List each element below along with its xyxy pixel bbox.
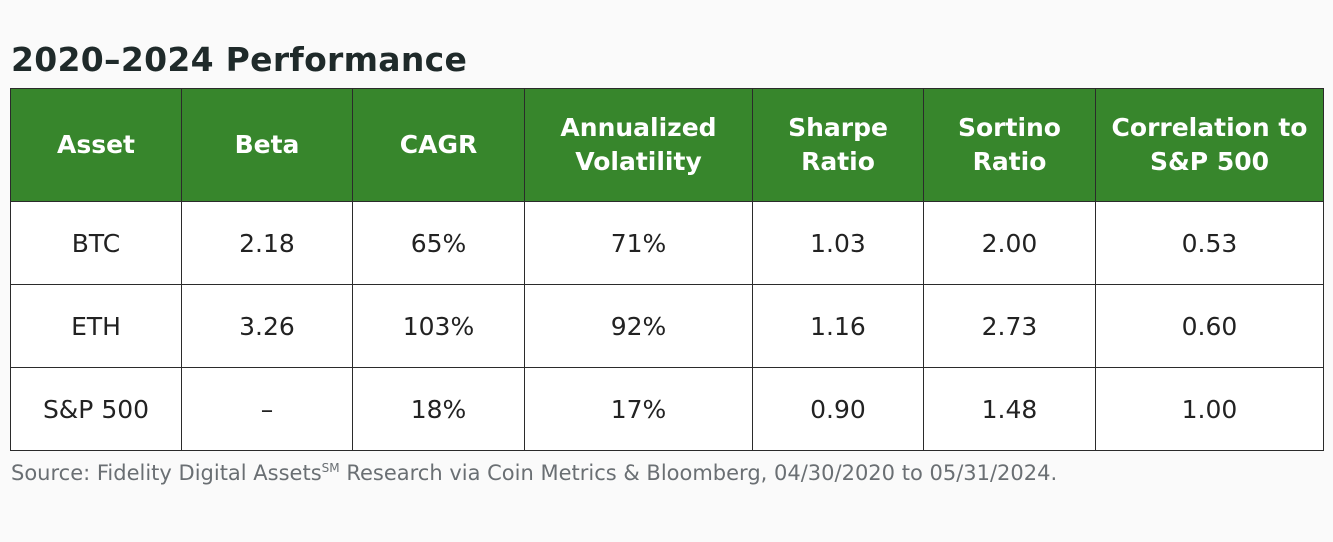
table-cell: 0.60 [1095,284,1324,368]
table-cell: BTC [10,201,182,285]
column-header: Sortino Ratio [923,88,1096,202]
table-cell: 3.26 [181,284,353,368]
table-title: 2020–2024 Performance [11,40,468,79]
column-header: Asset [10,88,182,202]
table-cell: ETH [10,284,182,368]
table-cell: 2.18 [181,201,353,285]
table-cell: 1.00 [1095,367,1324,451]
column-header: CAGR [352,88,525,202]
table-row: S&P 500–18% 17% 0.90 1.48 1.00 [10,367,1324,451]
column-header: Sharpe Ratio [752,88,924,202]
source-text: Source: Fidelity Digital Assets [11,461,322,485]
table-cell: 0.90 [752,367,924,451]
table-cell: 103% [352,284,525,368]
table-cell: 0.53 [1095,201,1324,285]
table-row: BTC 2.18 65% 71% 1.03 2.00 0.53 [10,201,1324,285]
table-cell: 65% [352,201,525,285]
column-header: Correlation to S&P 500 [1095,88,1324,202]
table-cell: – [181,367,353,451]
source-text-rest: Research via Coin Metrics & Bloomberg, 0… [339,461,1058,485]
table-cell: 2.73 [923,284,1096,368]
service-mark: SM [321,461,340,475]
table-cell: 1.48 [923,367,1096,451]
column-header: Beta [181,88,353,202]
table-cell: 2.00 [923,201,1096,285]
table-cell: 71% [524,201,753,285]
table-cell: 17% [524,367,753,451]
table-cell: 1.16 [752,284,924,368]
table-cell: 18% [352,367,525,451]
table-cell: S&P 500 [10,367,182,451]
table-row: ETH 3.26 103% 92% 1.16 2.73 0.60 [10,284,1324,368]
table-cell: 92% [524,284,753,368]
table-cell: 1.03 [752,201,924,285]
performance-table: Asset Beta CAGR Annualized Volatility Sharpe… [10,88,1324,451]
column-header: Annualized Volatility [524,88,753,202]
header-row: Asset Beta CAGR Annualized Volatility Sharpe… [10,88,1324,202]
source-note: Source: Fidelity Digital AssetsSM Resear… [11,461,1057,485]
